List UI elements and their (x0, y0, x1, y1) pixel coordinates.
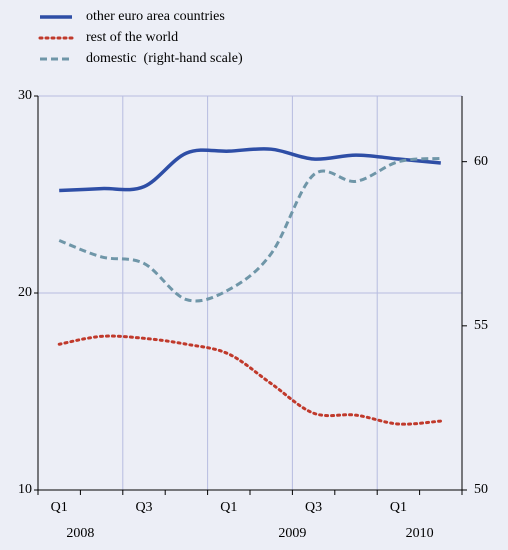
x-tick-label: Q1 (220, 500, 237, 515)
series-line (58, 156, 441, 303)
x-tick-label: Q1 (51, 500, 68, 515)
series-line (59, 147, 441, 193)
x-tick-label: Q1 (390, 500, 407, 515)
year-label: 2008 (66, 526, 94, 541)
y-tick-label: 10 (18, 482, 32, 497)
year-label: 2009 (278, 526, 306, 541)
x-tick-label: Q3 (305, 500, 322, 515)
y2-tick-label: 60 (474, 154, 488, 169)
legend-label: other euro area countries (86, 9, 225, 24)
y2-tick-label: 50 (474, 482, 488, 497)
y-tick-label: 20 (18, 285, 32, 300)
series-line (57, 334, 443, 426)
year-label: 2010 (406, 526, 434, 541)
legend-label: rest of the world (86, 30, 178, 45)
legend-label: domestic (right-hand scale) (86, 51, 243, 66)
x-tick-label: Q3 (135, 500, 152, 515)
y-tick-label: 30 (18, 88, 32, 103)
y2-tick-label: 55 (474, 318, 488, 333)
